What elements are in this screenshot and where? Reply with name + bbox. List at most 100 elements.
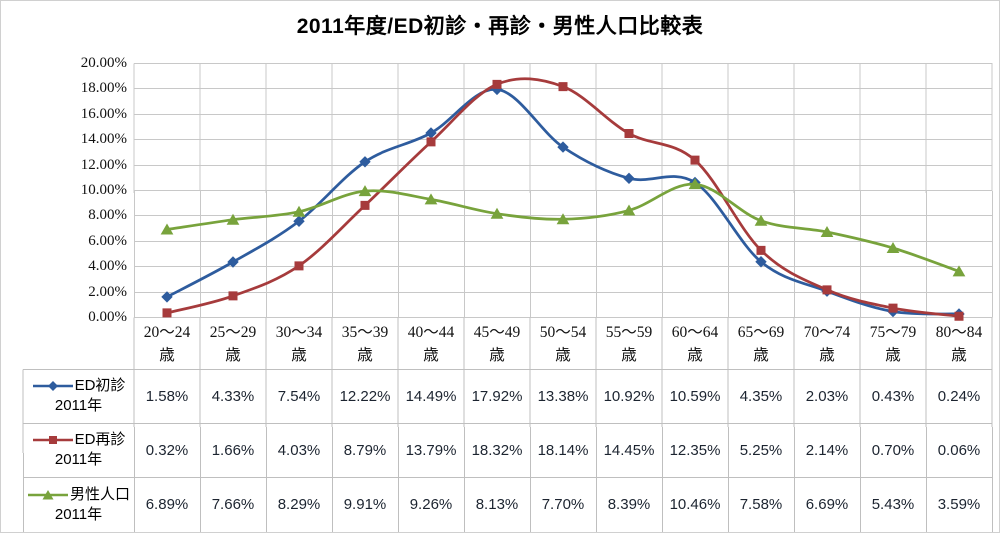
series-marker-square [954, 311, 964, 321]
y-axis-tick-label: 16.00% [80, 105, 127, 122]
series-marker-triangle [358, 185, 372, 197]
table-value-cell: 0.32% [145, 441, 189, 459]
table-value-cell: 17.92% [471, 387, 523, 405]
table-value-cell: 7.58% [739, 496, 783, 513]
table-value-cell: 8.39% [607, 496, 651, 513]
gridline-vertical [265, 63, 267, 318]
table-value-cell: 14.49% [405, 387, 457, 405]
x-axis-tick-line: 75〜79 [869, 324, 917, 341]
table-value-cell: 8.13% [475, 496, 519, 513]
legend-series-name: 男性人口 [69, 485, 130, 503]
x-axis-tick-line: 歳 [489, 347, 505, 364]
table-column-border [859, 317, 861, 532]
gridline-vertical [133, 63, 135, 318]
series-marker-diamond [161, 291, 173, 303]
table-value-cell: 7.70% [541, 496, 585, 513]
table-value-cell: 13.79% [405, 441, 457, 459]
table-column-border [793, 317, 795, 532]
table-column-border [331, 317, 333, 532]
x-axis-tick-line: 70〜74 [803, 324, 851, 341]
x-axis-tick-line: 歳 [225, 347, 241, 364]
y-axis-tick-label: 12.00% [80, 156, 127, 173]
series-marker-diamond [557, 141, 569, 153]
table-column-border [463, 317, 465, 532]
x-axis-tick-label: 20〜24 歳 [134, 318, 200, 369]
table-value-cell: 10.92% [603, 387, 655, 405]
x-axis-tick-line: 歳 [753, 347, 769, 364]
series-marker-diamond [227, 256, 239, 268]
series-marker-square [558, 82, 568, 92]
table-column-border [133, 317, 135, 532]
x-axis-tick-line: 25〜29 [209, 324, 257, 341]
series-marker-triangle [160, 223, 174, 235]
table-value-cell: 9.91% [343, 496, 387, 513]
table-value-cell: 4.35% [739, 387, 783, 405]
legend-cell: ED再診 2011年 [23, 423, 134, 477]
legend-series-year: 2011年 [54, 397, 103, 414]
x-axis-tick-line: 歳 [687, 347, 703, 364]
series-marker-triangle [226, 213, 240, 225]
table-value-cell: 4.33% [211, 387, 255, 405]
series-marker-triangle [292, 205, 306, 217]
series-marker-icon-triangle [27, 489, 68, 499]
table-value-cell: 14.45% [603, 441, 655, 459]
legend-cell: ED初診 2011年 [23, 369, 134, 423]
series-marker-triangle [556, 213, 570, 225]
series-marker-square [426, 137, 436, 147]
table-value-cell: 5.43% [871, 496, 915, 513]
series-marker-diamond [293, 215, 305, 227]
legend-key: ED初診 [32, 376, 125, 396]
gridline-vertical [595, 63, 597, 318]
table-column-border [397, 317, 399, 532]
x-axis-tick-label: 65〜69 歳 [728, 318, 794, 369]
series-marker-square [888, 303, 898, 313]
x-axis-tick-label: 40〜44 歳 [398, 318, 464, 369]
x-axis-tick-label: 70〜74 歳 [794, 318, 860, 369]
x-axis-tick-line: 40〜44 [407, 324, 455, 341]
x-axis-tick-label: 30〜34 歳 [266, 318, 332, 369]
gridline-vertical [463, 63, 465, 318]
y-axis-tick-label: 6.00% [88, 232, 127, 249]
x-axis-tick-line: 歳 [357, 347, 373, 364]
gridline-vertical [727, 63, 729, 318]
series-marker-square [162, 308, 172, 318]
x-axis-tick-line: 歳 [885, 347, 901, 364]
series-marker-square [492, 79, 502, 89]
x-axis-tick-line: 80〜84 [935, 324, 983, 341]
series-marker-triangle [886, 242, 900, 254]
y-axis-tick-label: 14.00% [80, 131, 127, 148]
series-marker-square [690, 155, 700, 165]
legend-key: 男性人口 [27, 485, 130, 505]
table-column-border [595, 317, 597, 532]
series-line-0 [165, 88, 961, 316]
x-axis-tick-line: 65〜69 [737, 324, 785, 341]
gridline-vertical [199, 63, 201, 318]
series-marker-diamond [623, 172, 635, 185]
series-marker-icon-square [32, 436, 73, 444]
series-marker-triangle [754, 214, 768, 226]
x-axis-tick-line: 50〜54 [539, 324, 587, 341]
x-axis-tick-line: 45〜49 [473, 324, 521, 341]
table-value-cell: 10.59% [669, 387, 721, 405]
x-axis-tick-line: 歳 [621, 347, 637, 364]
table-value-cell: 8.79% [343, 441, 387, 459]
y-axis-tick-label: 0.00% [88, 309, 127, 325]
x-axis-tick-line: 20〜24 [143, 324, 191, 341]
legend-key: ED再診 [32, 430, 125, 450]
x-axis-tick-line: 歳 [951, 347, 967, 364]
table-value-cell: 1.66% [211, 441, 255, 459]
x-axis-tick-label: 50〜54 歳 [530, 318, 596, 369]
table-value-cell: 6.89% [145, 496, 189, 513]
series-marker-square [756, 245, 766, 255]
table-value-cell: 12.22% [339, 387, 391, 405]
series-marker-square [822, 285, 832, 295]
y-axis-tick-label: 20.00% [80, 55, 127, 71]
table-value-cell: 8.29% [277, 496, 321, 513]
series-marker-square [294, 261, 304, 271]
table-value-cell: 6.69% [805, 496, 849, 513]
x-axis-tick-label: 80〜84 歳 [926, 318, 992, 369]
y-axis-tick-label: 8.00% [88, 207, 127, 224]
x-axis-tick-label: 60〜64 歳 [662, 318, 728, 369]
gridline-vertical [991, 63, 993, 318]
